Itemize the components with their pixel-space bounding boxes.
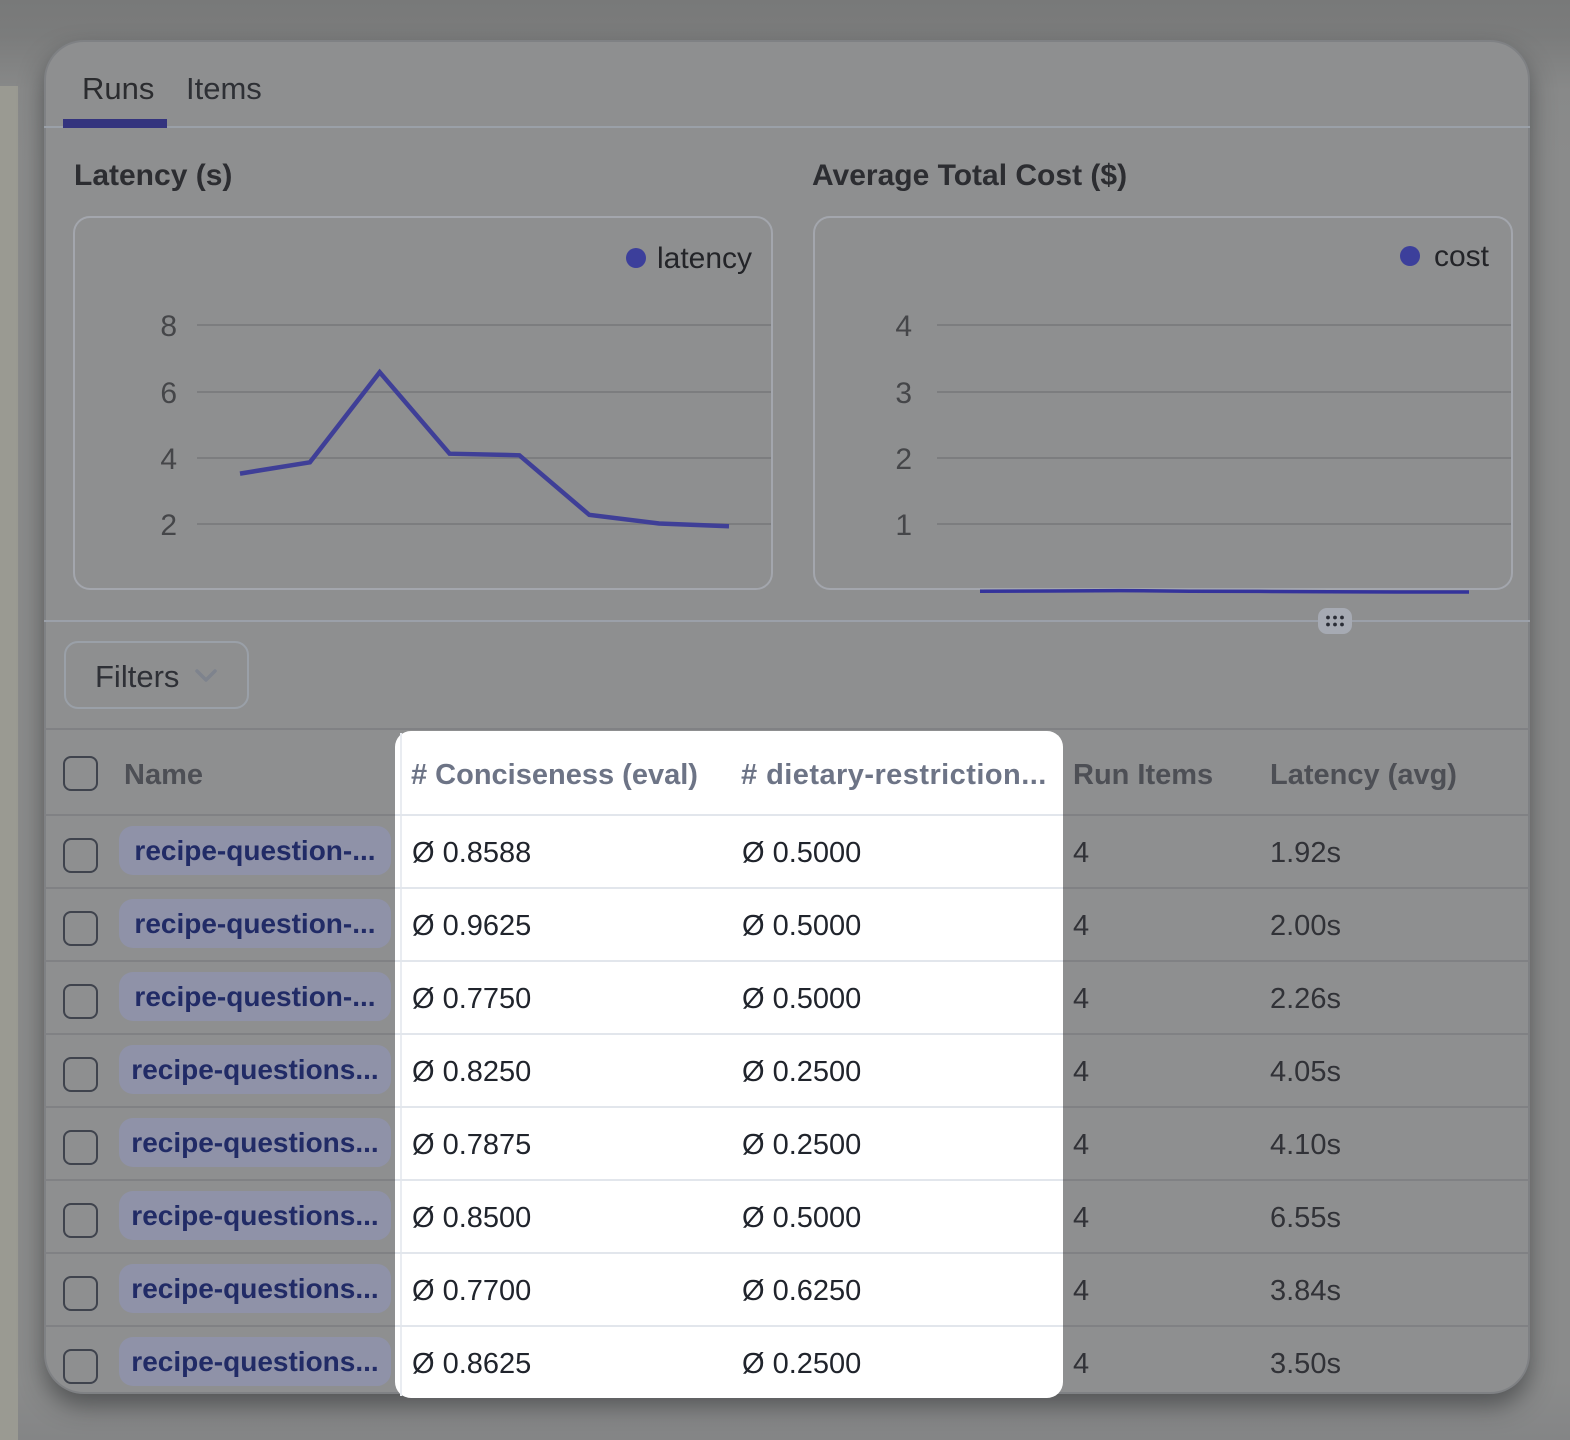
svg-text:latency: latency [657,242,752,275]
svg-text:4: 4 [895,310,912,343]
svg-text:2: 2 [160,509,177,542]
svg-text:6: 6 [160,377,177,410]
svg-text:4: 4 [160,443,177,476]
svg-text:8: 8 [160,310,177,343]
svg-text:cost: cost [1434,240,1490,273]
svg-text:2: 2 [895,443,912,476]
svg-text:3: 3 [895,377,912,410]
svg-text:1: 1 [895,509,912,542]
